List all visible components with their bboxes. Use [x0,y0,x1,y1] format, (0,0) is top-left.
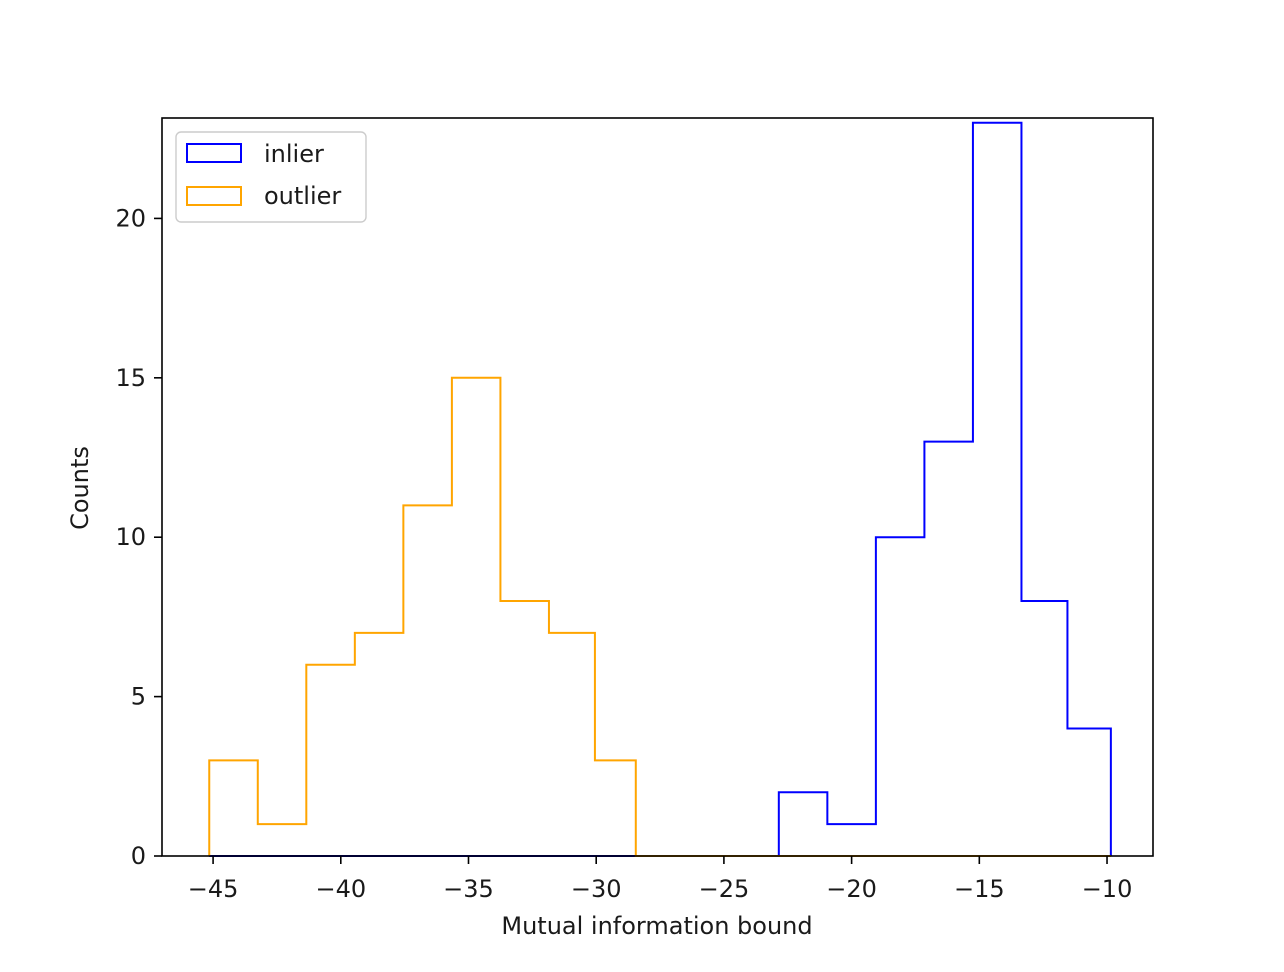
y-tick-label: 15 [115,364,146,392]
x-axis: −45 −40 −35 −30 −25 −20 −15 −10 [188,856,1133,903]
y-tick-label: 20 [115,204,146,232]
x-tick-label: −25 [699,875,750,903]
legend-box [175,131,367,223]
y-axis: 0 5 10 15 20 [115,204,162,870]
x-tick-label: −35 [443,875,494,903]
x-tick-label: −40 [315,875,366,903]
legend: inlier outlier [175,131,367,223]
legend-label-outlier: outlier [264,182,341,210]
y-tick-label: 10 [115,523,146,551]
legend-swatch-outlier [186,186,242,206]
x-axis-label: Mutual information bound [501,912,812,940]
y-tick-label: 5 [131,683,146,711]
legend-swatch-inlier [186,143,242,163]
x-tick-label: −45 [188,875,239,903]
x-tick-label: −30 [571,875,622,903]
x-tick-label: −20 [826,875,877,903]
x-tick-label: −15 [954,875,1005,903]
y-axis-label: Counts [66,446,94,530]
legend-label-inlier: inlier [264,140,324,168]
x-tick-label: −10 [1082,875,1133,903]
y-tick-label: 0 [131,842,146,870]
plot-frame [161,117,1154,857]
